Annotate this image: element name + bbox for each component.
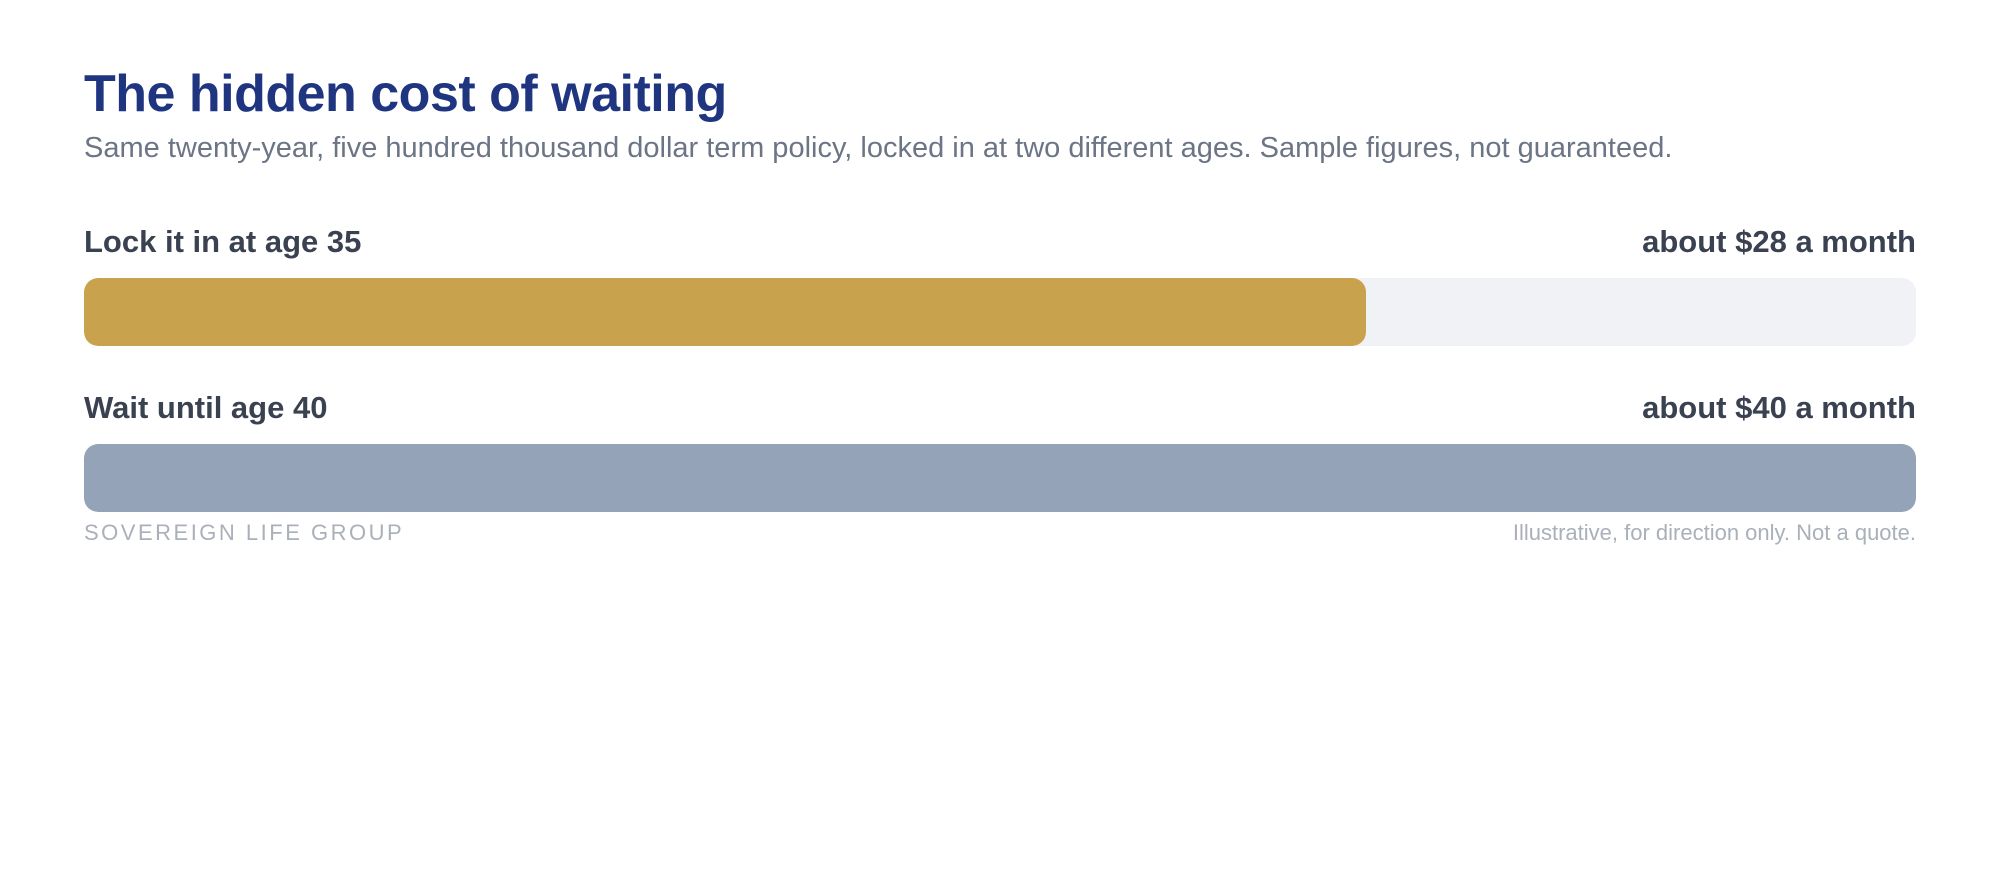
bar-label-age-35: Lock it in at age 35 [84,224,362,259]
bar-row-age-35: Lock it in at age 35 about $28 a month [84,224,1916,346]
bar-row-header: Wait until age 40 about $40 a month [84,390,1916,430]
bar-value-age-35: about $28 a month [1642,224,1916,259]
bar-row-age-40: Wait until age 40 about $40 a month [84,390,1916,512]
disclaimer-note: Illustrative, for direction only. Not a … [1512,520,1916,545]
chart-title: The hidden cost of waiting [84,65,727,123]
bar-fill-age-40 [84,444,1916,512]
bar-track-age-35 [84,278,1916,346]
bar-label-age-40: Wait until age 40 [84,390,328,425]
bar-rows: Lock it in at age 35 about $28 a month W… [84,224,1916,512]
chart-footer: SOVEREIGN LIFE GROUP Illustrative, for d… [84,520,1916,546]
brand-name: SOVEREIGN LIFE GROUP [84,520,405,545]
bar-fill-age-35 [84,278,1367,346]
bar-track-age-40 [84,444,1916,512]
bar-row-header: Lock it in at age 35 about $28 a month [84,224,1916,264]
bar-value-age-40: about $40 a month [1642,390,1916,425]
chart-subtitle: Same twenty-year, five hundred thousand … [84,132,1673,164]
chart-card: The hidden cost of waiting Same twenty-y… [84,60,1916,546]
